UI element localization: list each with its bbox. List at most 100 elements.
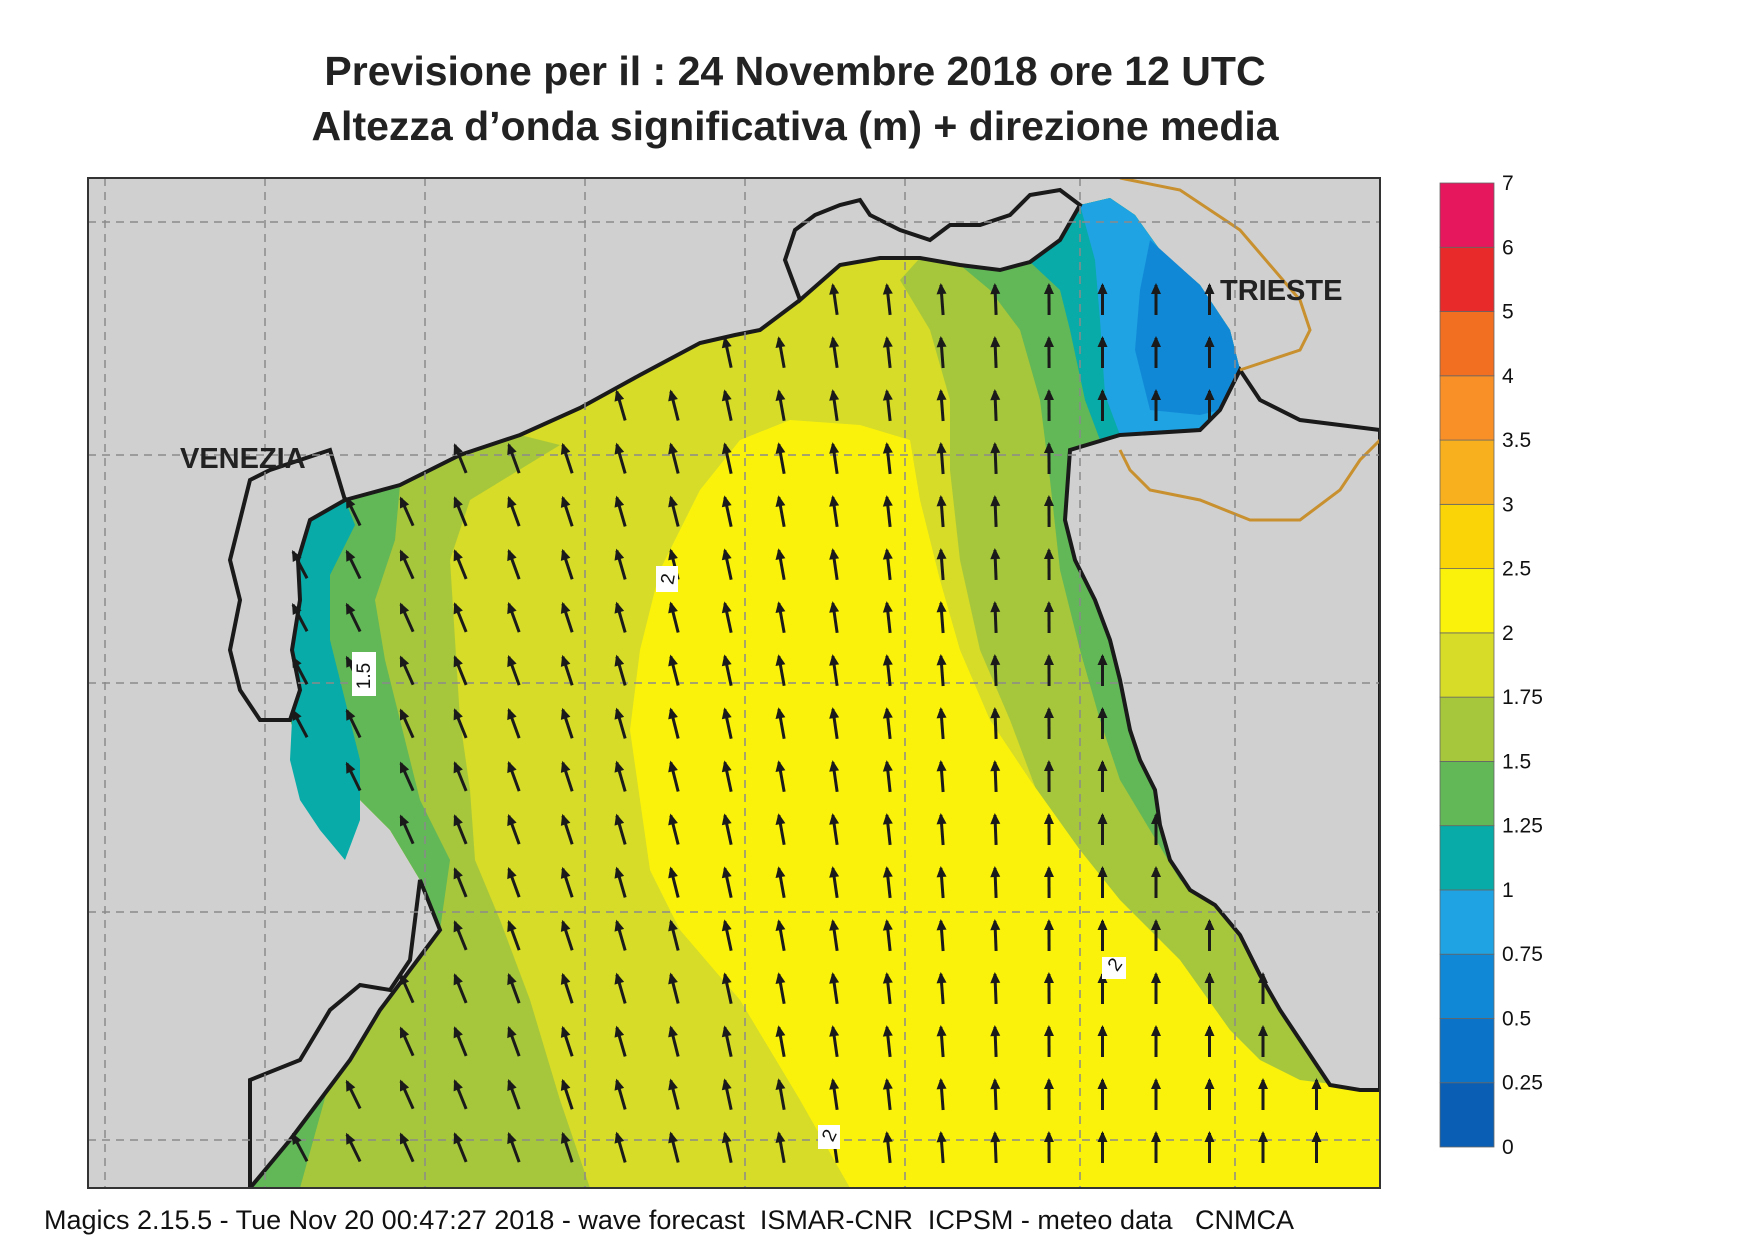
direction-arrow <box>1043 389 1054 422</box>
legend-label: 7 <box>1502 172 1514 195</box>
direction-arrow <box>1043 972 1054 1005</box>
direction-arrow <box>775 972 786 1005</box>
direction-arrow <box>775 601 786 634</box>
direction-arrow <box>668 389 680 421</box>
direction-arrow <box>399 655 415 686</box>
direction-arrow <box>560 919 574 951</box>
legend-swatch <box>1439 825 1495 891</box>
direction-arrow <box>560 442 574 474</box>
direction-arrow <box>507 708 521 739</box>
direction-arrow <box>775 1131 786 1164</box>
direction-arrow <box>1311 1131 1322 1163</box>
direction-arrow <box>721 389 733 421</box>
direction-arrow <box>453 496 468 527</box>
direction-arrow <box>1258 1131 1268 1163</box>
direction-arrow <box>829 442 840 475</box>
direction-arrow <box>614 495 627 527</box>
direction-arrow <box>507 973 521 1004</box>
direction-arrow <box>453 602 468 633</box>
svg-text:1.5: 1.5 <box>354 663 375 689</box>
direction-arrow <box>453 1132 468 1163</box>
direction-arrow <box>721 972 733 1004</box>
legend-label: 3.5 <box>1502 429 1531 452</box>
direction-arrow <box>345 708 362 739</box>
direction-arrow <box>453 655 468 686</box>
direction-arrow <box>882 654 893 687</box>
direction-arrow <box>721 1131 733 1163</box>
direction-arrow <box>882 389 893 422</box>
legend-swatch <box>1439 568 1495 634</box>
direction-arrow <box>829 283 840 316</box>
direction-arrow <box>721 866 733 898</box>
country-border <box>1118 178 1380 522</box>
direction-arrow <box>721 760 733 792</box>
city-label-venezia: VENEZIA <box>180 443 306 475</box>
direction-arrow <box>1043 442 1054 475</box>
istria-coast <box>1062 366 1380 1092</box>
direction-arrow <box>882 1131 893 1164</box>
direction-arrow <box>453 708 468 739</box>
direction-arrow <box>829 972 840 1005</box>
direction-arrow <box>614 1078 627 1110</box>
direction-arrow <box>560 813 574 845</box>
direction-arrow <box>1151 866 1161 898</box>
band-0.5-0.75-east <box>1135 240 1240 415</box>
direction-arrow <box>1097 1025 1108 1057</box>
legend-label: 0.75 <box>1502 943 1543 966</box>
direction-arrow <box>668 495 680 527</box>
direction-arrow <box>453 867 468 898</box>
legend-swatch <box>1439 761 1495 827</box>
direction-arrow <box>1204 972 1215 1004</box>
direction-arrow <box>936 548 947 581</box>
direction-arrow <box>507 602 521 633</box>
direction-arrow <box>614 1131 627 1163</box>
direction-arrow <box>507 814 521 845</box>
direction-arrow <box>668 1131 680 1163</box>
direction-arrow <box>668 1025 680 1057</box>
direction-arrow <box>1311 1078 1322 1110</box>
legend-swatch <box>1439 503 1495 570</box>
direction-arrow <box>668 866 680 898</box>
direction-arrow <box>453 920 468 951</box>
direction-arrow <box>560 866 574 898</box>
direction-arrow <box>829 1025 840 1058</box>
direction-arrow <box>936 760 947 793</box>
direction-arrow <box>882 442 893 475</box>
direction-arrow <box>829 654 840 687</box>
direction-arrow <box>775 707 786 740</box>
direction-arrow <box>829 601 840 634</box>
direction-arrow <box>614 601 627 633</box>
direction-arrow <box>1043 760 1054 793</box>
direction-arrow <box>1043 336 1054 369</box>
direction-arrow <box>721 1078 733 1110</box>
direction-arrow <box>1043 283 1054 316</box>
direction-arrow <box>990 866 1001 899</box>
direction-arrow <box>775 760 786 793</box>
legend-swatch <box>1439 246 1495 312</box>
direction-arrow <box>453 814 468 845</box>
direction-arrow <box>1097 654 1108 686</box>
direction-arrow <box>1043 707 1054 740</box>
direction-arrow <box>399 814 415 845</box>
direction-arrow <box>1043 654 1054 687</box>
direction-arrow <box>1043 601 1054 634</box>
legend-swatch <box>1439 632 1495 698</box>
direction-arrow <box>882 1078 893 1111</box>
direction-arrow <box>453 761 468 792</box>
direction-arrow <box>882 336 893 369</box>
direction-arrow <box>882 707 893 740</box>
band-1-1.25-west <box>290 500 360 860</box>
direction-arrow <box>936 1025 947 1058</box>
direction-arrow <box>291 549 309 579</box>
direction-arrow <box>1097 866 1108 898</box>
contour-label-1.5: 1.5 <box>352 652 376 696</box>
direction-arrow <box>668 760 680 792</box>
direction-arrow <box>399 761 415 792</box>
direction-arrow <box>775 1025 786 1058</box>
direction-arrow <box>990 1131 1001 1164</box>
direction-arrow <box>1097 283 1108 315</box>
direction-arrow <box>775 919 786 952</box>
legend-swatch <box>1439 1082 1495 1148</box>
direction-arrow <box>1043 1025 1054 1058</box>
direction-arrow <box>1151 1131 1161 1163</box>
